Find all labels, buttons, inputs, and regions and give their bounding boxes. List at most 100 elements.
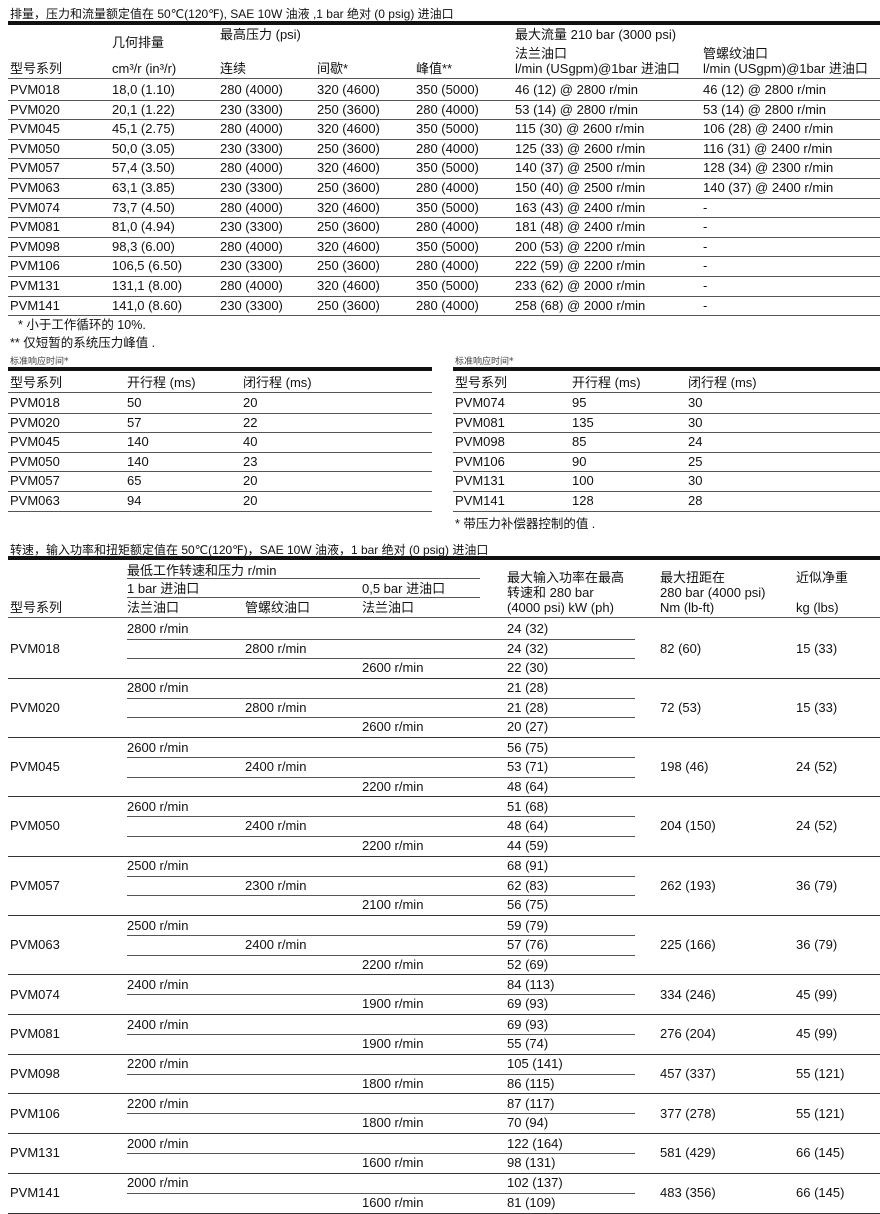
speed-value: 1900 r/min <box>362 996 424 1012</box>
table-row: PVM045 140 40 <box>0 432 420 452</box>
row-divider <box>8 178 880 179</box>
header-continuous: 连续 <box>220 61 247 76</box>
weight-value: 66 (145) <box>796 1185 845 1201</box>
table-group: PVM050 204 (150) 24 (52) 2600 r/min 51 (68) 2… <box>0 797 880 856</box>
table-cell: 141,0 (8.60) <box>112 297 183 313</box>
table-cell: 30 <box>688 414 703 430</box>
table-cell: - <box>703 219 708 235</box>
row-divider <box>8 677 880 679</box>
table-cell: 46 (12) @ 2800 r/min <box>515 82 639 97</box>
sub-row-divider <box>127 954 635 956</box>
power-value: 68 (91) <box>507 858 549 874</box>
model-name: PVM098 <box>10 1065 60 1081</box>
power-value: 56 (75) <box>507 739 549 755</box>
table-cell: 250 (3600) <box>317 180 380 195</box>
weight-value: 15 (33) <box>796 640 838 656</box>
sub-row-divider <box>127 697 635 699</box>
table-cell: 181 (48) @ 2400 r/min <box>515 219 646 235</box>
header-flange-unit: l/min (USgpm)@1bar 进油口 <box>515 61 680 76</box>
header-inlet-1bar: 1 bar 进油口 <box>127 581 200 596</box>
table-cell: PVM057 <box>10 473 60 489</box>
speed-value: 2800 r/min <box>127 621 189 636</box>
table-row: PVM081 81,0 (4.94) 230 (3300) 250 (3600) 280… <box>0 217 880 237</box>
model-name: PVM018 <box>10 640 60 656</box>
power-value: 122 (164) <box>507 1135 563 1151</box>
row-divider <box>8 295 880 297</box>
header-torque-1: 最大扭距在 <box>660 570 726 585</box>
sub-row-divider <box>127 658 635 660</box>
speed-value: 2500 r/min <box>127 858 189 874</box>
model-name: PVM045 <box>10 759 60 775</box>
table-cell: 280 (4000) <box>220 278 283 293</box>
header-max-pressure: 最高压力 (psi) <box>220 27 301 42</box>
row-divider <box>8 276 880 277</box>
speed-value: 1800 r/min <box>362 1115 424 1131</box>
torque-value: 581 (429) <box>660 1145 716 1161</box>
speed-value: 2000 r/min <box>127 1175 189 1191</box>
divider <box>8 367 432 371</box>
table-row: PVM141 141,0 (8.60) 230 (3300) 250 (3600) 28… <box>0 296 880 316</box>
table-cell: 128 (34) @ 2300 r/min <box>703 160 834 176</box>
table-row: PVM106 106,5 (6.50) 230 (3300) 250 (3600) 28… <box>0 256 880 276</box>
table-cell: 250 (3600) <box>317 258 380 274</box>
power-value: 81 (109) <box>507 1194 556 1210</box>
torque-value: 483 (356) <box>660 1185 716 1201</box>
speed-value: 2200 r/min <box>362 778 424 794</box>
header-1: 开行程 (ms) <box>572 375 641 390</box>
table-group: PVM063 225 (166) 36 (79) 2500 r/min 59 (79) 2… <box>0 916 880 975</box>
power-value: 105 (141) <box>507 1056 563 1072</box>
weight-value: 55 (121) <box>796 1065 845 1081</box>
divider <box>453 367 880 371</box>
row-divider <box>8 1133 880 1135</box>
header-weight-1: 近似净重 <box>796 570 849 585</box>
sub-row-divider <box>127 895 635 897</box>
table-cell: 50,0 (3.05) <box>112 140 175 156</box>
power-value: 70 (94) <box>507 1115 549 1131</box>
table-cell: 63,1 (3.85) <box>112 180 175 195</box>
table-row: PVM057 65 20 <box>0 471 420 491</box>
speed-value: 2200 r/min <box>127 1056 189 1072</box>
header-peak: 峰值** <box>416 61 453 76</box>
table-cell: 280 (4000) <box>220 199 283 215</box>
table-row: PVM020 57 22 <box>0 413 420 433</box>
table-cell: PVM057 <box>10 160 60 176</box>
table-group: PVM045 198 (46) 24 (52) 2600 r/min 56 (75) 24… <box>0 738 880 797</box>
speed-value: 2800 r/min <box>245 699 307 715</box>
power-value: 44 (59) <box>507 838 549 854</box>
table-cell: 128 <box>572 493 594 508</box>
power-value: 69 (93) <box>507 996 549 1012</box>
model-name: PVM020 <box>10 699 60 715</box>
table-cell: 350 (5000) <box>416 238 479 254</box>
power-value: 102 (137) <box>507 1175 563 1191</box>
sub-row-divider <box>127 935 635 937</box>
divider <box>8 21 880 25</box>
table-row: PVM020 20,1 (1.22) 230 (3300) 250 (3600) 280… <box>0 100 880 120</box>
table-cell: PVM020 <box>10 414 60 430</box>
header-min-speed: 最低工作转速和压力 r/min <box>127 563 277 578</box>
table-cell: 140 <box>127 434 149 450</box>
speed-value: 2500 r/min <box>127 917 189 933</box>
speed-value: 1900 r/min <box>362 1036 424 1052</box>
row-divider <box>8 412 432 414</box>
table-cell: - <box>703 297 708 313</box>
sub-row-divider <box>127 1153 635 1155</box>
table-cell: 320 (4600) <box>317 238 380 254</box>
power-value: 22 (30) <box>507 660 549 676</box>
row-divider <box>8 197 880 199</box>
row-divider <box>8 491 432 492</box>
header-power-2: 转速和 280 bar <box>507 585 594 600</box>
table-cell: 230 (3300) <box>220 258 283 274</box>
header-displacement: 几何排量 <box>112 35 165 50</box>
table-cell: 94 <box>127 493 142 508</box>
speed-value: 2600 r/min <box>362 660 424 676</box>
table-cell: 20 <box>243 493 258 508</box>
table-cell: 230 (3300) <box>220 297 283 313</box>
table-cell: 28 <box>688 493 703 508</box>
torque-value: 334 (246) <box>660 986 716 1002</box>
table-cell: PVM098 <box>455 434 505 450</box>
table-cell: 320 (4600) <box>317 160 380 176</box>
power-value: 86 (115) <box>507 1075 555 1091</box>
row-divider <box>8 974 880 976</box>
header-model: 型号系列 <box>10 600 63 615</box>
model-name: PVM131 <box>10 1145 60 1161</box>
